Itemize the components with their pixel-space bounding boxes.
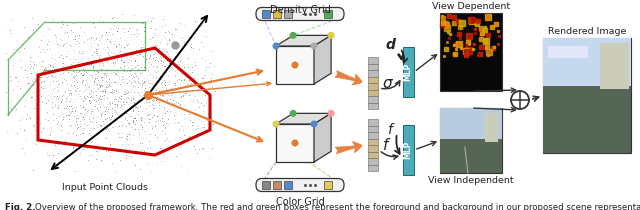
Bar <box>440 108 502 139</box>
Text: View Independent: View Independent <box>428 176 514 185</box>
Bar <box>484 113 499 142</box>
Bar <box>368 151 378 158</box>
Text: MLP: MLP <box>403 63 413 81</box>
Circle shape <box>291 110 296 116</box>
Bar <box>368 96 378 102</box>
Circle shape <box>291 33 296 38</box>
Bar <box>262 181 270 189</box>
Polygon shape <box>314 113 331 162</box>
Bar <box>440 139 502 173</box>
Bar <box>324 181 332 189</box>
Bar <box>440 108 502 173</box>
Bar <box>403 125 413 175</box>
Bar <box>368 70 378 76</box>
Bar <box>543 38 631 153</box>
Polygon shape <box>314 35 331 84</box>
Text: f: f <box>383 138 388 152</box>
Circle shape <box>273 43 279 49</box>
Circle shape <box>292 62 298 68</box>
Circle shape <box>511 91 529 109</box>
Bar <box>368 63 378 70</box>
Bar <box>273 181 281 189</box>
Bar <box>368 76 378 83</box>
Circle shape <box>328 110 334 116</box>
Bar <box>368 139 378 145</box>
Circle shape <box>328 33 334 38</box>
Polygon shape <box>276 35 331 46</box>
Text: f: f <box>388 123 392 137</box>
FancyBboxPatch shape <box>256 8 344 21</box>
Text: Rendered Image: Rendered Image <box>548 27 626 36</box>
Bar <box>262 10 270 18</box>
Bar <box>403 47 413 97</box>
Bar <box>284 181 292 189</box>
Bar <box>368 83 378 89</box>
Polygon shape <box>276 124 314 162</box>
Text: d: d <box>385 38 395 52</box>
Bar <box>368 145 378 151</box>
Polygon shape <box>276 46 314 84</box>
Text: σ: σ <box>383 76 392 91</box>
FancyBboxPatch shape <box>256 178 344 192</box>
Bar <box>368 158 378 164</box>
Polygon shape <box>276 113 331 124</box>
Bar <box>273 10 281 18</box>
Bar <box>543 86 631 153</box>
Text: Overview of the proposed framework. The red and green boxes represent the foregr: Overview of the proposed framework. The … <box>35 203 640 210</box>
Bar <box>368 164 378 171</box>
Bar <box>440 13 502 91</box>
Bar <box>543 38 631 86</box>
Text: Density Grid: Density Grid <box>269 5 330 15</box>
Bar <box>368 132 378 139</box>
Text: Input Point Clouds: Input Point Clouds <box>62 183 148 192</box>
Circle shape <box>311 121 317 127</box>
Bar <box>368 57 378 63</box>
Text: MLP: MLP <box>403 141 413 159</box>
Bar <box>368 119 378 126</box>
Bar <box>284 10 292 18</box>
Bar <box>368 126 378 132</box>
Bar <box>548 46 588 58</box>
Circle shape <box>273 121 279 127</box>
Bar <box>324 10 332 18</box>
Circle shape <box>311 43 317 49</box>
Bar <box>600 43 629 89</box>
Text: View Dependent: View Dependent <box>432 2 510 11</box>
Text: Fig. 2.: Fig. 2. <box>5 203 36 210</box>
Circle shape <box>292 140 298 146</box>
Bar <box>368 89 378 96</box>
Bar <box>368 102 378 109</box>
Text: Color Grid: Color Grid <box>276 197 324 207</box>
